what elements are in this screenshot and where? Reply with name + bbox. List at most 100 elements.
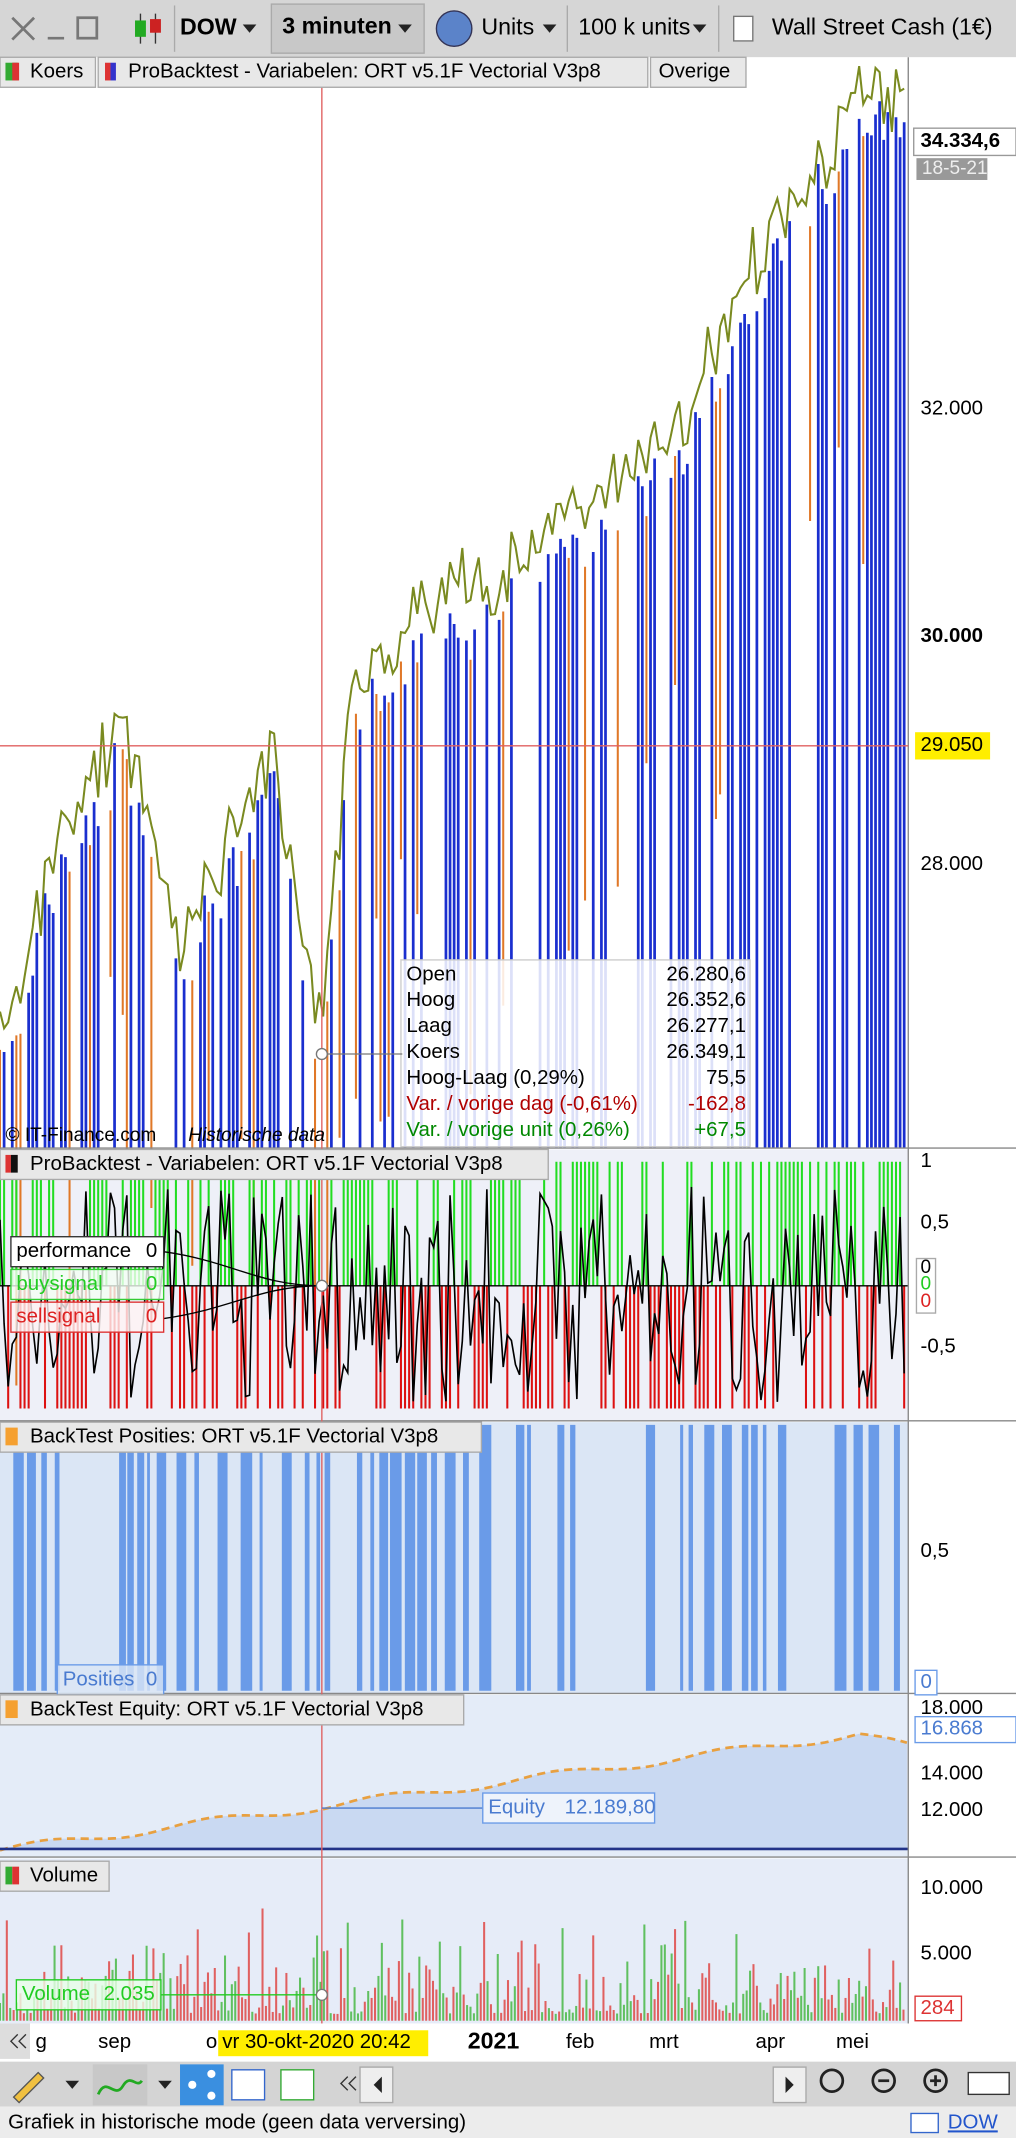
legend-name: Posities	[63, 1667, 135, 1690]
legend-name: performance	[16, 1239, 131, 1262]
units-label[interactable]: Units	[481, 14, 534, 40]
position-bar	[240, 1424, 253, 1691]
tooltip-label: Hoog-Laag (0,29%)	[406, 1066, 584, 1089]
last-value: 0	[921, 1291, 932, 1312]
axis-label: 34.334,6	[921, 129, 1001, 152]
window-controls	[11, 16, 99, 41]
tool-buttons[interactable]	[12, 2064, 1010, 2106]
position-bar	[176, 1424, 187, 1691]
tooltip-label: Hoog	[406, 988, 455, 1011]
position-bar	[834, 1424, 847, 1691]
bottom-toolbar	[0, 2061, 1016, 2107]
position-bar	[479, 1424, 492, 1691]
date-label: g	[35, 2030, 46, 2053]
position-bar	[356, 1424, 363, 1691]
last-value: 0	[921, 1257, 932, 1278]
units-size[interactable]: 100 k units	[578, 14, 690, 40]
status-instrument[interactable]: DOW	[948, 2110, 999, 2133]
axis-label: 14.000	[921, 1761, 984, 1784]
position-bar	[741, 1424, 749, 1691]
status-bar	[0, 2106, 1016, 2138]
date-label: sep	[98, 2030, 131, 2053]
tooltip-value: 26.280,6	[666, 962, 746, 985]
units-icon[interactable]	[435, 10, 473, 48]
axis-label: 32.000	[921, 396, 984, 419]
pane-title: BackTest Posities: ORT v5.1F Vectorial V…	[30, 1425, 438, 1448]
position-bar	[417, 1424, 427, 1691]
position-bar	[444, 1424, 456, 1691]
position-bar	[259, 1424, 263, 1691]
tooltip-value: 26.277,1	[666, 1014, 746, 1037]
legend-name: Volume	[22, 1982, 90, 2005]
tooltip-label: Koers	[406, 1040, 459, 1063]
instrument[interactable]: DOW	[180, 14, 237, 40]
axis-label: 10.000	[921, 1876, 984, 1899]
legend-name: sellsignal	[16, 1305, 100, 1328]
date-axis	[0, 2023, 1016, 2062]
tooltip-label: Open	[406, 962, 456, 985]
status-message: Grafiek in historische mode (geen data v…	[8, 2110, 466, 2133]
position-bar	[515, 1424, 525, 1691]
position-bar	[316, 1424, 321, 1691]
position-bar	[893, 1424, 900, 1691]
tab[interactable]: ProBacktest - Variabelen: ORT v5.1F Vect…	[128, 60, 601, 83]
legend-name: Equity	[488, 1795, 546, 1818]
candle-icon[interactable]	[135, 13, 161, 44]
tooltip-label: Var. / vorige dag (-0,61%)	[406, 1092, 637, 1115]
position-bar	[217, 1424, 228, 1691]
position-bar	[527, 1424, 531, 1691]
tooltip	[400, 959, 751, 1148]
position-bar	[41, 1424, 47, 1691]
tooltip-value: 26.349,1	[666, 1040, 746, 1063]
price-line	[0, 65, 905, 1031]
equity-line	[0, 1732, 908, 1852]
tooltip-value: -162,8	[688, 1092, 746, 1115]
last-value: 0	[921, 1273, 932, 1294]
axis-label: 30.000	[921, 624, 984, 647]
legend-value: 2.035	[104, 1982, 155, 2005]
axis-label: -0,5	[921, 1335, 956, 1358]
date-label: mrt	[649, 2030, 679, 2053]
tab[interactable]: Koers	[30, 60, 83, 83]
position-bar	[370, 1424, 375, 1691]
position-bar	[557, 1424, 565, 1691]
position-bar	[127, 1424, 134, 1691]
position-bar	[324, 1424, 331, 1691]
pane-title: ProBacktest - Variabelen: ORT v5.1F Vect…	[30, 1152, 503, 1175]
position-bar	[645, 1424, 656, 1691]
axis-label: 5.000	[921, 1941, 972, 1964]
axis-label: 18-5-21	[922, 158, 988, 179]
tooltip-label: Var. / vorige unit (0,26%)	[406, 1118, 629, 1141]
position-bar	[431, 1424, 437, 1691]
equity-area	[0, 1733, 907, 1851]
timeframe[interactable]: 3 minuten	[282, 12, 391, 38]
position-bar	[119, 1424, 126, 1691]
axis-label: 28.000	[921, 852, 984, 875]
position-bar	[762, 1424, 767, 1691]
mode-note: Historische data	[188, 1125, 325, 1146]
legend-value: 0	[146, 1239, 157, 1262]
legend-value: 0	[146, 1305, 157, 1328]
tooltip-value: +67,5	[694, 1118, 746, 1141]
position-bar	[853, 1424, 863, 1691]
legend-value: 0	[146, 1667, 157, 1690]
axis-label: 16.868	[921, 1716, 984, 1739]
position-bar	[751, 1424, 758, 1691]
position-bar	[680, 1424, 684, 1691]
position-bar	[721, 1424, 732, 1691]
watermark: © IT-Finance.com	[5, 1125, 156, 1146]
axis-label: 1	[921, 1149, 932, 1172]
pane-title: BackTest Equity: ORT v5.1F Vectorial V3p…	[30, 1697, 423, 1720]
position-bar	[281, 1424, 292, 1691]
axis-label: 18.000	[921, 1696, 984, 1719]
position-bar	[570, 1424, 576, 1691]
position-bar	[137, 1424, 145, 1691]
axis-label: 0	[921, 1670, 932, 1693]
pane-separators	[0, 57, 1016, 2024]
tab[interactable]: Overige	[659, 60, 731, 83]
legend-name: buysignal	[16, 1272, 102, 1295]
position-bar	[194, 1424, 199, 1691]
position-bar	[156, 1424, 167, 1691]
